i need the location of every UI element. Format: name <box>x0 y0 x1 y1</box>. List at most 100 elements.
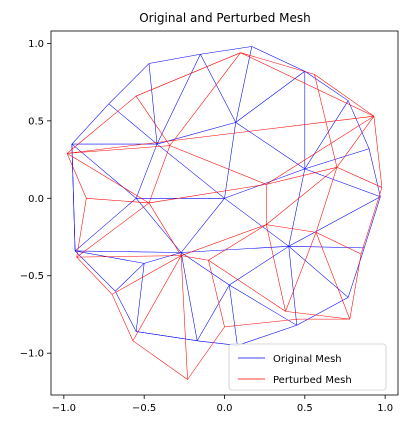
mesh-edge <box>111 294 134 341</box>
mesh-edge <box>288 246 298 326</box>
mesh-edge <box>67 115 374 154</box>
mesh-edge <box>304 148 370 170</box>
mesh-edge <box>200 46 252 55</box>
mesh-edge <box>315 232 362 255</box>
mesh-edge <box>288 168 306 247</box>
mesh-edge <box>76 255 182 258</box>
y-tick-label: 0.0 <box>28 194 44 205</box>
mesh-edge <box>75 250 145 264</box>
x-tick-label: 0.5 <box>297 403 313 414</box>
legend: Original Mesh Perturbed Mesh <box>228 343 387 391</box>
mesh-edge <box>240 52 375 117</box>
mesh-edge <box>235 46 253 123</box>
mesh-edge <box>71 143 137 199</box>
mesh-edge <box>229 284 297 326</box>
mesh-edge <box>156 143 225 199</box>
mesh-edge <box>148 53 201 64</box>
mesh-layer <box>66 46 383 380</box>
mesh-edge <box>66 153 150 204</box>
mesh-edge <box>347 100 370 149</box>
mesh-edge <box>224 198 289 247</box>
x-tick-label: −1.0 <box>52 403 76 414</box>
mesh-edge <box>156 122 236 145</box>
y-tick-label: 0.5 <box>28 116 44 127</box>
mesh-edge <box>66 95 137 154</box>
mesh-edge <box>240 52 315 75</box>
mesh-edge <box>136 52 241 97</box>
y-tick-label: −1.0 <box>20 349 44 360</box>
mesh-edge <box>148 145 171 204</box>
mesh-edge <box>266 115 375 185</box>
mesh-edge <box>144 252 182 264</box>
mesh-edge <box>224 122 237 199</box>
mesh-edge <box>135 263 145 332</box>
mesh-edge <box>76 198 87 258</box>
mesh-edge <box>200 54 236 123</box>
mesh-edge <box>266 167 338 225</box>
mesh-edge <box>304 168 381 197</box>
mesh-edge <box>148 63 158 145</box>
mesh-edge <box>180 252 230 286</box>
x-tick-label: −0.5 <box>132 403 156 414</box>
mesh-edge <box>314 74 375 117</box>
mesh-edge <box>336 116 375 168</box>
legend-label-original: Original Mesh <box>273 354 342 365</box>
mesh-edge <box>75 250 182 253</box>
mesh-edge <box>315 232 351 320</box>
mesh-edge <box>180 252 198 341</box>
mesh-edge <box>229 246 289 286</box>
mesh-edge <box>132 340 188 380</box>
mesh-edge <box>208 224 267 261</box>
mesh-edge <box>288 246 349 298</box>
mesh-edge <box>368 148 381 197</box>
mesh-edge <box>266 224 317 233</box>
mesh-edge <box>304 71 349 101</box>
mesh-edge <box>136 331 198 342</box>
mesh-edge <box>187 326 225 380</box>
mesh-edge <box>304 100 349 170</box>
mesh-edge <box>288 246 365 249</box>
mesh-edge <box>169 145 267 185</box>
mesh-edge <box>180 198 225 253</box>
mesh-edge <box>74 198 137 252</box>
mesh-edge <box>148 184 267 204</box>
mesh-edge <box>71 144 76 251</box>
mesh-edge <box>336 167 383 188</box>
mesh-edge <box>86 198 150 204</box>
mesh-edge <box>285 311 350 320</box>
mesh-edge <box>76 256 113 295</box>
mesh-edge <box>132 255 182 341</box>
mesh-edge <box>135 95 171 146</box>
mesh-edge <box>285 232 317 312</box>
mesh-edge <box>181 246 289 253</box>
mesh-edge <box>208 260 286 312</box>
mesh-edge <box>266 167 338 185</box>
mesh-edge <box>235 71 305 123</box>
mesh-series-perturbed <box>66 52 383 380</box>
mesh-edge <box>347 247 365 298</box>
legend-frame <box>228 343 387 391</box>
mesh-edge <box>169 52 241 146</box>
mesh-edge <box>181 255 209 261</box>
mesh-edge <box>148 202 182 256</box>
mesh-edge <box>373 116 383 188</box>
mesh-edge <box>76 202 150 258</box>
mesh-edge <box>181 224 267 256</box>
plot-frame <box>50 30 399 396</box>
legend-label-perturbed: Perturbed Mesh <box>273 375 352 386</box>
mesh-edge <box>111 255 182 295</box>
mesh-edge <box>156 54 201 145</box>
chart-title: Original and Perturbed Mesh <box>139 11 311 25</box>
mesh-edge <box>71 103 110 145</box>
mesh-edge <box>115 263 145 292</box>
mesh-edge <box>108 63 150 104</box>
mesh-edge <box>296 297 349 326</box>
mesh-edge <box>224 318 299 328</box>
mesh-edge <box>66 153 87 199</box>
x-tick-label: 0.0 <box>217 403 233 414</box>
mesh-edge <box>235 122 305 170</box>
mesh-edge <box>108 103 158 145</box>
mesh-edge <box>229 284 238 346</box>
